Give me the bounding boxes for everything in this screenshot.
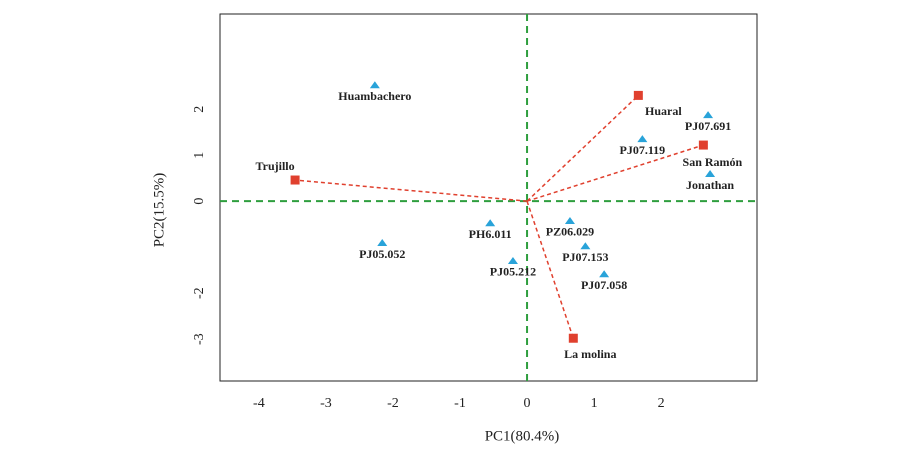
vector-point bbox=[568, 333, 578, 343]
point-label: La molina bbox=[564, 347, 616, 361]
x-tick-label: -2 bbox=[387, 396, 399, 411]
vector-point bbox=[290, 175, 300, 185]
point-label: PJ07.153 bbox=[562, 250, 608, 264]
x-tick-label: -3 bbox=[320, 396, 332, 411]
score-point bbox=[485, 219, 496, 227]
x-tick-label: -4 bbox=[253, 396, 265, 411]
y-tick-label: 1 bbox=[192, 152, 207, 159]
plot-frame bbox=[219, 13, 758, 382]
score-point bbox=[705, 170, 716, 178]
point-label: San Ramón bbox=[683, 155, 743, 169]
y-tick-label: 2 bbox=[192, 106, 207, 113]
point-label: Jonathan bbox=[686, 178, 734, 192]
y-tick-label: -2 bbox=[192, 287, 207, 299]
y-tick-label: -3 bbox=[192, 333, 207, 345]
point-label: PJ07.691 bbox=[685, 119, 731, 133]
point-label: Huaral bbox=[645, 104, 682, 118]
x-tick-label: 1 bbox=[591, 396, 598, 411]
point-label: PZ06.029 bbox=[546, 225, 594, 239]
score-point bbox=[369, 81, 380, 89]
score-point bbox=[599, 270, 610, 278]
vector-point bbox=[633, 90, 643, 100]
point-label: PJ05.212 bbox=[490, 265, 536, 279]
x-tick-label: 2 bbox=[658, 396, 665, 411]
score-point bbox=[377, 239, 388, 247]
y-axis-label: PC2(15.5%) bbox=[151, 173, 167, 248]
score-point bbox=[580, 242, 591, 250]
vector-point bbox=[698, 140, 708, 150]
score-point bbox=[637, 135, 648, 143]
x-axis-label: PC1(80.4%) bbox=[485, 428, 560, 444]
point-label: PH6.011 bbox=[469, 227, 512, 241]
point-label: Trujillo bbox=[256, 159, 295, 173]
x-tick-label: 0 bbox=[524, 396, 531, 411]
loading-vector bbox=[526, 144, 704, 202]
point-label: Huambachero bbox=[338, 89, 411, 103]
y-tick-label: 0 bbox=[192, 198, 207, 205]
point-label: PJ07.119 bbox=[620, 143, 666, 157]
point-label: PJ07.058 bbox=[581, 278, 627, 292]
score-point bbox=[507, 256, 518, 264]
score-point bbox=[564, 216, 575, 224]
loading-vector bbox=[295, 179, 528, 202]
score-point bbox=[703, 111, 714, 119]
loading-vector bbox=[526, 94, 639, 202]
x-tick-label: -1 bbox=[454, 396, 466, 411]
loading-vector bbox=[526, 200, 575, 339]
point-label: PJ05.052 bbox=[359, 247, 405, 261]
